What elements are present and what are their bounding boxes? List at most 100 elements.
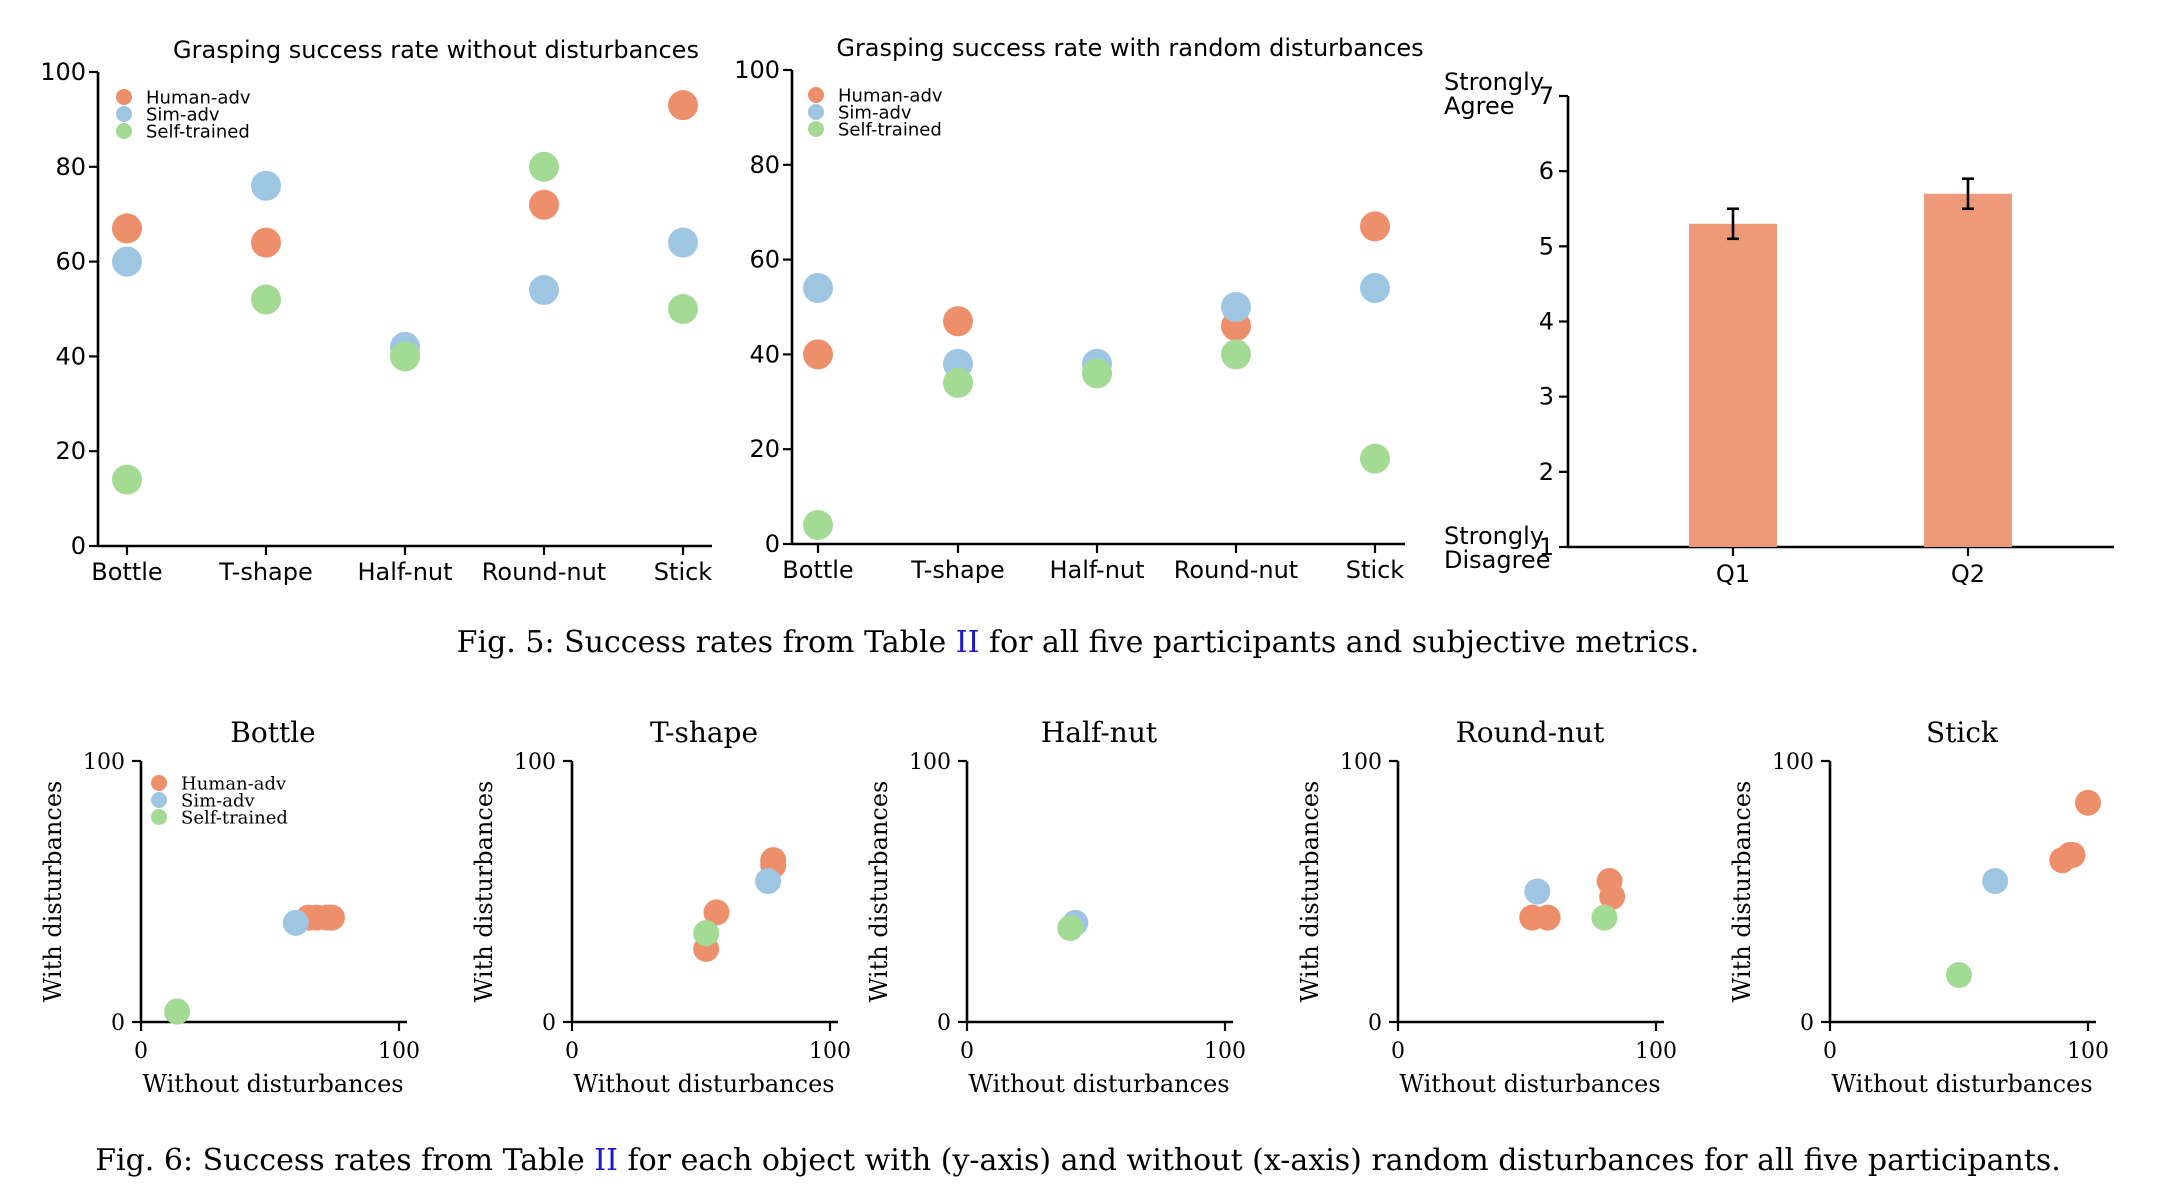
fig6-plot-t-shape-y-axis-label: With disturbances — [470, 781, 498, 1003]
fig5-bar-chart-y-tick-label: 1 — [1539, 533, 1554, 561]
fig6-plot-bottle-point-human-adv — [318, 904, 345, 931]
fig5-bar-chart-y-tick-label: 4 — [1539, 308, 1554, 336]
fig6-plot-half-nut-y-tick-label: 100 — [909, 750, 951, 775]
fig5-plot2-point-self-trained-bottle — [803, 510, 833, 541]
fig5-plot1-x-tick-label-stick: Stick — [654, 558, 713, 586]
fig6-plot-round-nut-point-self-trained — [1591, 904, 1618, 931]
fig5-plot1-y-tick-label: 80 — [55, 153, 86, 181]
fig6-plot-t-shape-y-tick-label: 0 — [542, 1011, 556, 1036]
fig5-plot2-legend-marker-self-trained — [808, 121, 824, 137]
fig6-plot-bottle-y-tick-label: 0 — [111, 1011, 125, 1036]
fig6-plot-stick-title: Stick — [1926, 716, 1999, 749]
fig6-table-link[interactable]: II — [594, 1143, 618, 1178]
fig6-plot-bottle-y-tick-label: 100 — [83, 750, 125, 775]
charts-layer: Grasping success rate without disturbanc… — [39, 34, 2114, 1098]
fig5-plot2-x-tick-label-stick: Stick — [1346, 556, 1405, 584]
fig5-table-link[interactable]: II — [956, 625, 980, 660]
fig5-plot1-point-human-adv-round-nut — [529, 189, 559, 220]
fig5-plot1-point-sim-adv-t-shape — [251, 170, 281, 201]
fig6-plot-round-nut-y-tick-label: 0 — [1368, 1011, 1382, 1036]
fig5-plot1-legend-label-sim-adv: Sim-adv — [146, 104, 220, 125]
fig5-plot2-point-human-adv-stick — [1360, 211, 1390, 242]
fig6-plot-bottle-x-tick-label: 0 — [134, 1039, 148, 1064]
fig6-plot-bottle-x-axis-label: Without disturbances — [142, 1070, 403, 1098]
fig5-plot2-x-tick-label-round-nut: Round-nut — [1174, 556, 1298, 584]
fig5-plot1-point-human-adv-t-shape — [251, 227, 281, 258]
fig6-plot-half-nut-x-tick-label: 100 — [1204, 1039, 1246, 1064]
fig5-plot1-y-tick-label: 20 — [55, 437, 86, 465]
fig5-bar-chart-error-bar-q1 — [1727, 207, 1739, 241]
fig5-bar-chart-x-tick-label-q1: Q1 — [1716, 560, 1750, 588]
fig5-bar-chart-bar-q1 — [1689, 223, 1777, 548]
fig6-plot-stick-point-sim-adv — [1982, 868, 2009, 895]
fig6-plot-stick-x-axis-label: Without disturbances — [1831, 1070, 2092, 1098]
fig5-bar-chart-top-label-line1: Strongly — [1444, 68, 1544, 96]
fig5-plot2-y-tick-label: 60 — [749, 246, 780, 274]
fig5-plot1-x-tick-label-round-nut: Round-nut — [482, 558, 606, 586]
fig5-plot2-point-self-trained-half-nut — [1082, 358, 1112, 389]
fig5-plot2-legend-marker-sim-adv — [808, 104, 824, 120]
fig6-plot-half-nut: Half-nut 0 100 0 100 Without disturbances With… — [865, 716, 1246, 1098]
fig5-plot1-point-self-trained-round-nut — [529, 151, 559, 182]
fig5-caption-text: Fig. 5: Success rates from Table — [457, 625, 956, 660]
fig6-plot-round-nut-x-tick-label: 0 — [1391, 1039, 1405, 1064]
fig5-plot2-point-self-trained-round-nut — [1221, 339, 1251, 370]
fig5-bar-chart-y-tick-label: 5 — [1539, 232, 1554, 260]
fig6-plot-half-nut-y-axis-label: With disturbances — [865, 781, 893, 1003]
fig5-plot2-legend-label-human-adv: Human-adv — [838, 85, 943, 106]
fig6-plot-round-nut-point-human-adv — [1599, 883, 1626, 910]
fig5-caption: Fig. 5: Success rates from Table II for … — [457, 625, 1700, 660]
fig5-plot1-point-sim-adv-round-nut — [529, 275, 559, 306]
fig5-plot2-y-tick-label: 40 — [749, 340, 780, 368]
fig5-plot1-legend-marker-self-trained — [116, 123, 132, 139]
fig6-plot-bottle-y-axis-label: With disturbances — [39, 781, 67, 1003]
fig5-plot1-point-self-trained-t-shape — [251, 284, 281, 315]
fig5-plot2: Grasping success rate with random distur… — [734, 34, 1423, 584]
fig6-plot-stick-x-tick-label: 0 — [1823, 1039, 1837, 1064]
fig6-plot-t-shape-title: T-shape — [650, 716, 758, 749]
fig6-plot-bottle-legend-marker-human-adv — [151, 775, 167, 791]
fig5-plot1-point-sim-adv-stick — [668, 227, 698, 258]
fig5-plot2-point-self-trained-t-shape — [943, 367, 973, 398]
fig5-plot1-x-tick-label-bottle: Bottle — [91, 558, 162, 586]
fig6-plot-t-shape-x-axis-label: Without disturbances — [573, 1070, 834, 1098]
fig6-plot-half-nut-title: Half-nut — [1041, 716, 1158, 749]
fig5-plot2-x-tick-label-bottle: Bottle — [782, 556, 853, 584]
fig6-plot-stick-point-human-adv — [2059, 841, 2086, 868]
fig5-plot1-point-human-adv-stick — [668, 90, 698, 121]
fig6-plot-stick-y-tick-label: 100 — [1772, 750, 1814, 775]
fig6-caption-text-end: for each object with (y-axis) and withou… — [618, 1143, 2061, 1178]
fig5-bar-chart-bottom-label-line2: Disagree — [1444, 546, 1550, 574]
fig6-plot-t-shape-point-sim-adv — [755, 868, 782, 895]
fig5-bar-chart-y-tick-label: 6 — [1539, 157, 1554, 185]
fig6-plot-round-nut-title: Round-nut — [1456, 716, 1605, 749]
fig6-plot-bottle: Bottle 0 100 0 100 Without disturbances With d… — [39, 716, 420, 1098]
fig5-plot1-point-sim-adv-bottle — [112, 246, 142, 277]
fig6-caption: Fig. 6: Success rates from Table II for … — [95, 1143, 2061, 1178]
fig5-bar-chart-top-label-line2: Agree — [1444, 92, 1515, 120]
fig6-caption-text: Fig. 6: Success rates from Table — [95, 1143, 594, 1178]
fig5-plot1-legend-marker-human-adv — [116, 89, 132, 105]
fig5-caption-text-end: for all five participants and subjective… — [979, 625, 1699, 660]
fig6-plot-bottle-legend-marker-sim-adv — [151, 792, 167, 808]
fig5-plot1-x-tick-label-t-shape: T-shape — [218, 558, 313, 586]
fig5-plot2-point-sim-adv-bottle — [803, 273, 833, 304]
fig6-plot-half-nut-x-tick-label: 0 — [960, 1039, 974, 1064]
fig5-bar-chart-error-bar-q2 — [1962, 177, 1974, 211]
fig6-plot-stick-point-human-adv — [2075, 789, 2101, 816]
fig6-plot-round-nut-point-sim-adv — [1524, 878, 1551, 905]
fig6-plot-bottle-point-self-trained — [164, 998, 191, 1025]
fig5-plot1-y-tick-label: 0 — [71, 532, 86, 560]
fig5-bar-chart-y-tick-label: 2 — [1539, 458, 1554, 486]
fig5-plot1-y-tick-label: 100 — [40, 58, 86, 86]
fig6-plot-t-shape-x-tick-label: 100 — [809, 1039, 851, 1064]
fig5-plot2-legend-label-sim-adv: Sim-adv — [838, 102, 912, 123]
fig5-plot2-x-tick-label-t-shape: T-shape — [910, 556, 1005, 584]
fig5-plot1-legend-label-self-trained: Self-trained — [146, 121, 250, 142]
fig5-plot2-point-human-adv-bottle — [803, 339, 833, 370]
fig5-bar-chart-x-tick-label-q2: Q2 — [1951, 560, 1985, 588]
fig6-plot-half-nut-x-axis-label: Without disturbances — [968, 1070, 1229, 1098]
fig5-plot2-title: Grasping success rate with random distur… — [836, 34, 1423, 62]
fig5-plot1-title: Grasping success rate without disturbanc… — [173, 36, 699, 64]
